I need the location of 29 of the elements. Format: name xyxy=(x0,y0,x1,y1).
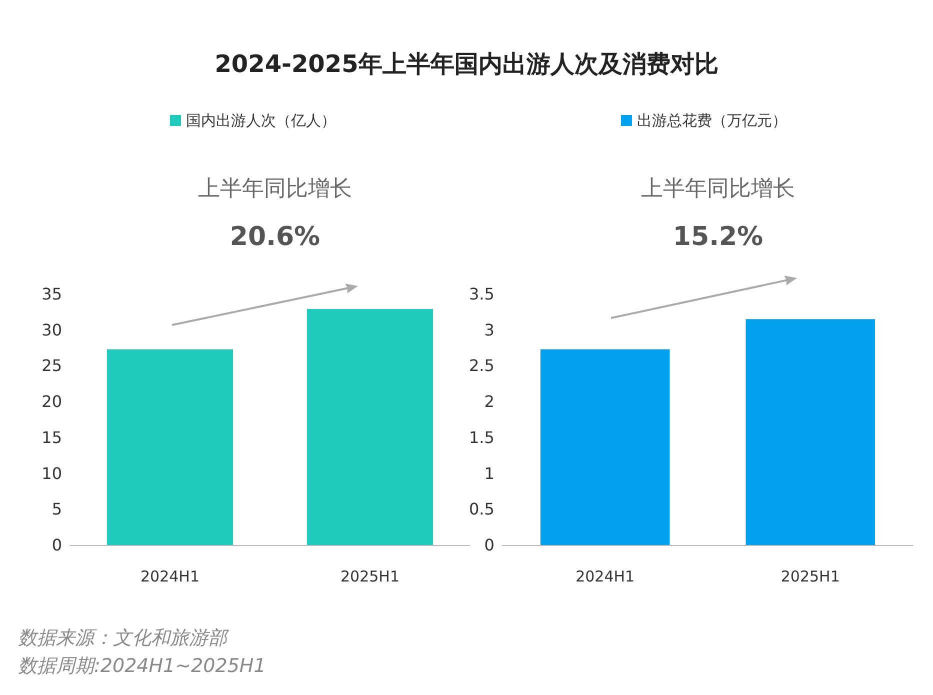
y-tick-label: 1.5 xyxy=(468,428,494,447)
text: 上半年同比增长 xyxy=(641,176,795,202)
x-tick-label: 2025H1 xyxy=(340,568,400,586)
y-tick-label: 25 xyxy=(42,356,62,376)
y-tick-label: 10 xyxy=(42,464,62,483)
y-tick-label: 20 xyxy=(42,392,62,412)
y-tick-label: 30 xyxy=(42,320,62,340)
y-tick-label: 0.5 xyxy=(468,500,494,519)
chart-title: 2024-2025年上半年国内出游人次及消费对比 xyxy=(214,49,720,80)
x-tick-label: 2025H1 xyxy=(780,568,840,586)
y-tick-label: 0 xyxy=(52,536,62,554)
x-tick-label: 2024H1 xyxy=(576,568,635,586)
y-tick-label: 2.5 xyxy=(468,356,494,376)
legend-label: 出游总花费（万亿元） xyxy=(637,112,787,130)
text: 数据周期:2024H1~2025H1 xyxy=(18,654,266,679)
y-tick-label: 2 xyxy=(484,392,494,412)
source-note: 数据来源：文化和旅游部 xyxy=(18,626,227,651)
text: 上半年同比增长 xyxy=(198,176,352,202)
legend-label: 国内出游人次（亿人） xyxy=(186,112,336,130)
y-tick-label: 15 xyxy=(42,428,62,447)
y-tick-label: 3.5 xyxy=(468,284,494,304)
y-tick-label: 1 xyxy=(484,464,494,483)
text: 15.2% xyxy=(672,222,764,252)
text: 20.6% xyxy=(230,222,320,252)
y-tick-label: 35 xyxy=(42,284,62,304)
x-tick-label: 2024H1 xyxy=(140,568,200,586)
y-tick-label: 3 xyxy=(484,320,494,340)
y-tick-label: 5 xyxy=(52,500,62,519)
y-tick-label: 0 xyxy=(484,536,494,554)
